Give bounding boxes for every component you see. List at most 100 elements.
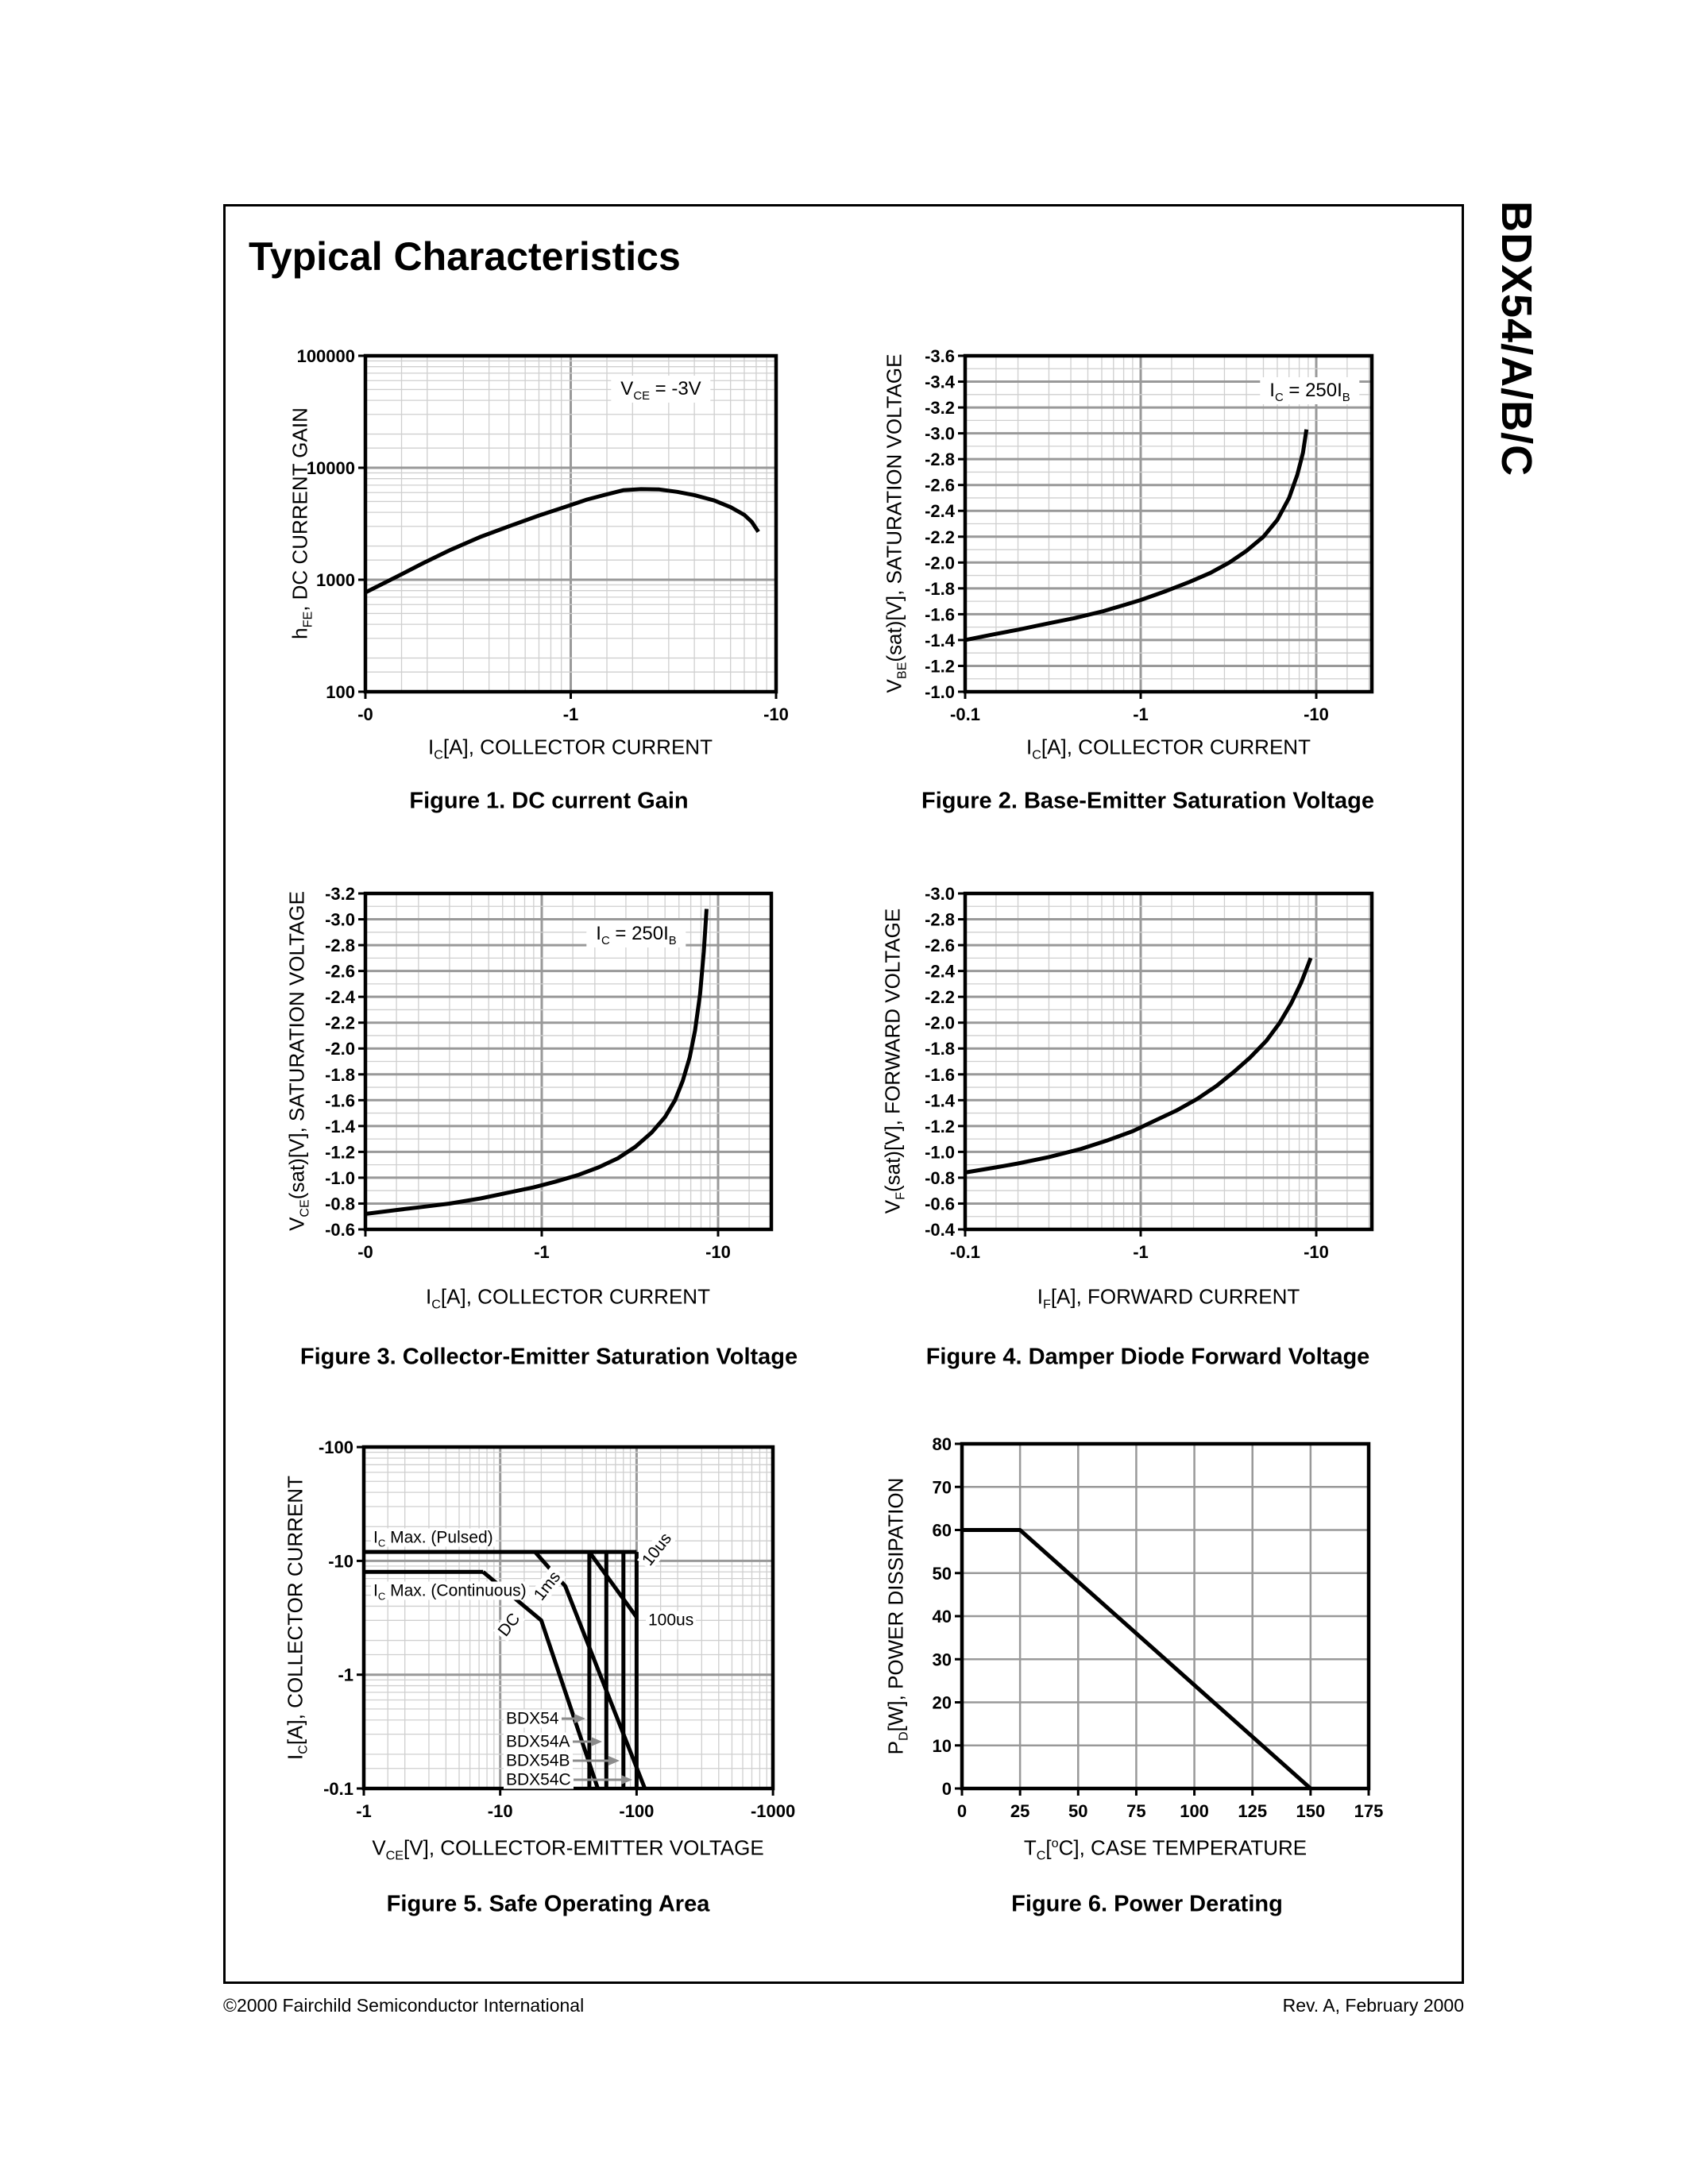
figure-3-y-tick: -3.2 bbox=[325, 884, 355, 904]
figure-4-y-tick: -0.6 bbox=[925, 1194, 955, 1214]
figure-4-x-tick: -10 bbox=[1304, 1242, 1329, 1262]
figure-1-y-tick: 10000 bbox=[307, 458, 355, 478]
figure-1-x-tick: -1 bbox=[563, 704, 579, 724]
figure-5-y-tick: -1 bbox=[338, 1665, 353, 1685]
soa-grade-arrowhead bbox=[608, 1756, 620, 1765]
figure-1-plot: -0 -1 -10 100 1000 10000 100000 bbox=[297, 346, 789, 724]
page-title: Typical Characteristics bbox=[249, 234, 681, 279]
figure-6-x-tick: 100 bbox=[1180, 1801, 1209, 1821]
figure-6-plot: 0 25 50 75 100 125 150 175 0 10 20 30 40 50 60 70 80 bbox=[933, 1434, 1384, 1821]
figure-5-y-tick: -0.1 bbox=[323, 1779, 353, 1799]
fig2-x-axis-label: IC[A], COLLECTOR CURRENT bbox=[1026, 735, 1311, 762]
figure-1-series-hfe-vs-ic bbox=[364, 487, 760, 595]
figure-3-y-tick: -1.6 bbox=[325, 1090, 355, 1110]
figure-6-y-tick: 30 bbox=[933, 1650, 952, 1669]
bdx54a-grade-label: BDX54A bbox=[504, 1732, 573, 1751]
figure-2-y-tick: -2.4 bbox=[925, 501, 956, 521]
figure-3-y-tick: -1.8 bbox=[325, 1065, 355, 1085]
fig6-x-axis-label: TC[oC], CASE TEMPERATURE bbox=[1023, 1835, 1308, 1863]
fig1-x-axis-label: IC[A], COLLECTOR CURRENT bbox=[428, 735, 713, 762]
figure-2-y-tick: -2.2 bbox=[925, 527, 955, 547]
figure-6-y-tick: 80 bbox=[933, 1434, 952, 1454]
figure-5-y-tick: -10 bbox=[328, 1551, 353, 1571]
figure-6-x-tick: 75 bbox=[1126, 1801, 1145, 1821]
figure-3-x-tick: -1 bbox=[534, 1242, 550, 1262]
fig1-test-condition-annotation: VCE = -3V bbox=[611, 376, 711, 403]
fig4-y-axis-label: VF(sat)[V], FORWARD VOLTAGE bbox=[880, 908, 908, 1214]
figure-2-y-tick: -2.0 bbox=[925, 553, 955, 573]
figure-6-x-tick: 50 bbox=[1068, 1801, 1087, 1821]
figure-4-plot: -0.1 -1 -10 -0.4 -0.6 -0.8 -1.0 -1.2 -1.4 -1.6 -1.… bbox=[925, 884, 1374, 1262]
figure-3-x-tick: -0 bbox=[357, 1242, 373, 1262]
figure-4-x-tick: -1 bbox=[1133, 1242, 1149, 1262]
bdx54b-grade-label: BDX54B bbox=[504, 1751, 573, 1770]
figure-6-y-tick: 10 bbox=[933, 1736, 952, 1756]
figure-4-y-tick: -3.0 bbox=[925, 884, 955, 904]
figure-2-y-tick: -3.4 bbox=[925, 372, 956, 392]
fig5-y-axis-label: IC[A], COLLECTOR CURRENT bbox=[283, 1476, 311, 1760]
fig3-x-axis-label: IC[A], COLLECTOR CURRENT bbox=[426, 1284, 710, 1312]
figure-2-plot: -0.1 -1 -10 -1.0 -1.2 -1.4 -1.6 -1.8 -2.0 -2.2 -2.… bbox=[925, 346, 1374, 724]
figure-4-series-vf-vs-if bbox=[964, 957, 1313, 1175]
soa-grade-arrowhead bbox=[591, 1737, 602, 1746]
figure-2-x-tick: -0.1 bbox=[950, 704, 980, 724]
bdx54-grade-label: BDX54 bbox=[504, 1709, 562, 1728]
figure-4-y-tick: -0.8 bbox=[925, 1168, 955, 1188]
figure-6-x-tick: 25 bbox=[1010, 1801, 1029, 1821]
figure-2-y-tick: -2.8 bbox=[925, 450, 955, 469]
figure-5-x-tick: -100 bbox=[619, 1801, 654, 1821]
figure-4-y-tick: -0.4 bbox=[925, 1220, 956, 1240]
figure-3-y-tick: -0.8 bbox=[325, 1194, 355, 1214]
figure-4-y-tick: -2.4 bbox=[925, 962, 956, 982]
figure-3-x-tick: -10 bbox=[705, 1242, 731, 1262]
figure-6-y-tick: 0 bbox=[942, 1779, 952, 1799]
figure-4-y-tick: -1.2 bbox=[925, 1117, 955, 1136]
figure-3-y-tick: -1.2 bbox=[325, 1142, 355, 1162]
fig4-x-axis-label: IF[A], FORWARD CURRENT bbox=[1037, 1284, 1300, 1312]
fig1-caption: Figure 1. DC current Gain bbox=[409, 788, 689, 814]
bdx54c-grade-label: BDX54C bbox=[504, 1770, 574, 1789]
100us-line-label: 100us bbox=[646, 1611, 697, 1630]
figure-6-x-tick: 175 bbox=[1354, 1801, 1384, 1821]
figure-4-y-tick: -1.8 bbox=[925, 1039, 955, 1059]
footer-copyright: ©2000 Fairchild Semiconductor Internatio… bbox=[223, 1995, 585, 2016]
figure-3-y-tick: -0.6 bbox=[325, 1220, 355, 1240]
fig1-y-axis-label: hFE, DC CURRENT GAIN bbox=[288, 407, 315, 639]
figure-5-x-tick: -1 bbox=[356, 1801, 372, 1821]
figure-2-y-tick: -1.6 bbox=[925, 604, 955, 624]
figure-3-y-tick: -2.0 bbox=[325, 1039, 355, 1059]
figure-5-x-tick: -1000 bbox=[751, 1801, 795, 1821]
figure-3-y-tick: -2.6 bbox=[325, 962, 355, 982]
figure-6-y-tick: 70 bbox=[933, 1477, 952, 1497]
figure-2-y-tick: -1.4 bbox=[925, 631, 956, 650]
figure-1-y-tick: 100000 bbox=[297, 346, 355, 366]
figure-4-y-tick: -2.2 bbox=[925, 987, 955, 1007]
figure-2-y-tick: -2.6 bbox=[925, 476, 955, 496]
fig2-y-axis-label: VBE(sat)[V], SATURATION VOLTAGE bbox=[882, 353, 910, 693]
figure-3-series-vce-sat-vs-ic bbox=[365, 909, 709, 1216]
figure-4-y-tick: -2.8 bbox=[925, 910, 955, 930]
soa-grade-arrowhead bbox=[621, 1775, 632, 1785]
figure-6-x-tick: 0 bbox=[957, 1801, 967, 1821]
content-border bbox=[223, 204, 1464, 1984]
fig3-caption: Figure 3. Collector-Emitter Saturation V… bbox=[299, 1344, 798, 1370]
figure-3-y-tick: -2.2 bbox=[325, 1013, 355, 1033]
figure-4-y-tick: -1.0 bbox=[925, 1142, 955, 1162]
figure-4-y-tick: -2.0 bbox=[925, 1013, 955, 1033]
figure-5-series-1ms bbox=[533, 1550, 647, 1789]
fig4-caption: Figure 4. Damper Diode Forward Voltage bbox=[925, 1344, 1370, 1370]
figure-2-y-tick: -3.2 bbox=[925, 398, 955, 418]
figure-2-y-tick: -3.0 bbox=[925, 424, 955, 444]
figure-6-y-tick: 20 bbox=[933, 1693, 952, 1713]
figure-3-y-tick: -1.0 bbox=[325, 1168, 355, 1188]
figure-6-series-pd-vs-tc bbox=[962, 1528, 1312, 1790]
footer-revision: Rev. A, February 2000 bbox=[1282, 1995, 1464, 2016]
figure-1-y-tick: 1000 bbox=[316, 570, 355, 590]
figure-3-y-tick: -3.0 bbox=[325, 910, 355, 930]
figure-6-x-tick: 125 bbox=[1238, 1801, 1267, 1821]
figure-2-y-tick: -1.8 bbox=[925, 579, 955, 599]
figure-2-x-tick: -1 bbox=[1133, 704, 1149, 724]
figure-4-y-tick: -1.6 bbox=[925, 1065, 955, 1085]
fig6-caption: Figure 6. Power Derating bbox=[1011, 1891, 1283, 1917]
